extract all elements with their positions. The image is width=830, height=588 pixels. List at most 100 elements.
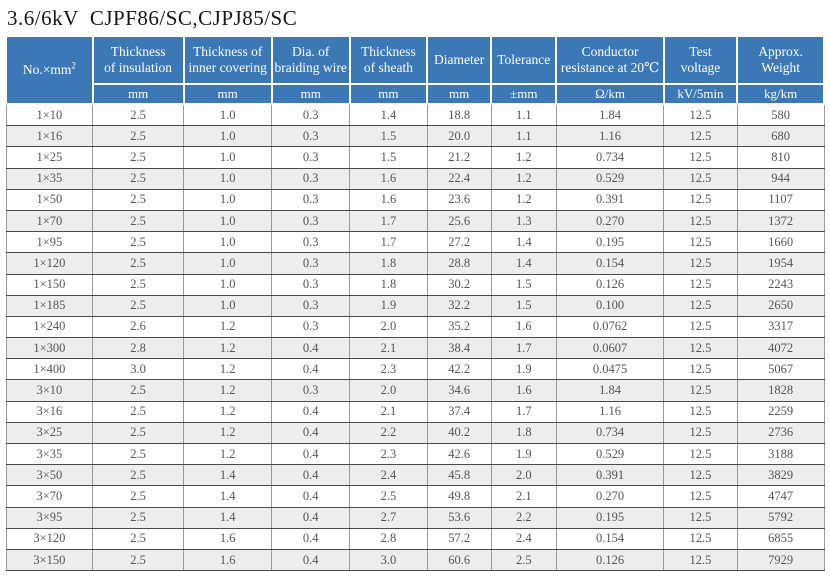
value-cell: 2.5 [349,485,428,508]
row-label-cell: 1×95 [5,231,94,254]
table-row: 3×120 2.5 1.6 0.4 2.8 57.2 2.4 0.154 12.5 6855 [5,527,825,550]
value-cell: 1.4 [490,231,557,254]
column-header-approx-weight: Approx. Weight [736,35,825,85]
table-row: 1×25 2.5 1.0 0.3 1.5 21.2 1.2 0.734 12.5 810 [5,146,825,169]
value-cell: 0.391 [555,464,665,487]
table-row: 3×35 2.5 1.2 0.4 2.3 42.6 1.9 0.529 12.5 3188 [5,442,825,466]
value-cell: 49.8 [426,485,492,508]
table-row: 1×35 2.5 1.0 0.3 1.6 22.4 1.2 0.529 12.5 944 [5,167,825,190]
value-cell: 2.5 [92,188,184,211]
value-cell: 57.2 [426,527,492,550]
value-cell: 12.5 [663,125,738,148]
value-cell: 5067 [736,358,825,381]
table-row: 3×150 2.5 1.6 0.4 3.0 60.6 2.5 0.126 12.5 7929 [5,548,825,572]
value-cell: 2.0 [349,379,428,402]
value-cell: 0.4 [271,400,351,423]
value-cell: 1.6 [182,527,273,550]
row-label-cell: 1×300 [5,337,94,360]
value-cell: 2.5 [92,506,184,529]
value-cell: 42.2 [426,358,492,381]
value-cell: 2.5 [92,485,184,508]
value-cell: 1.1 [490,103,557,127]
value-cell: 1.5 [490,273,557,296]
value-cell: 680 [736,125,825,148]
value-cell: 1107 [736,188,825,211]
row-label-cell: 3×10 [5,379,94,402]
table-row: 3×10 2.5 1.2 0.3 2.0 34.6 1.6 1.84 12.5 1828 [5,379,825,402]
value-cell: 12.5 [663,548,738,572]
value-cell: 38.4 [426,337,492,360]
value-cell: 1.2 [182,442,273,466]
row-label-cell: 1×185 [5,294,94,317]
value-cell: 1.2 [182,315,273,339]
value-cell: 2.0 [490,464,557,487]
unit-insulation: mm [91,83,185,105]
value-cell: 1.9 [490,358,557,381]
table-row: 1×240 2.6 1.2 0.3 2.0 35.2 1.6 0.0762 12.5 3317 [5,315,825,339]
value-cell: 0.4 [271,421,351,445]
value-cell: 2.5 [92,400,184,423]
value-cell: 0.0607 [555,337,665,360]
value-cell: 1.4 [182,506,273,529]
value-cell: 12.5 [663,188,738,211]
value-cell: 25.6 [426,209,492,233]
value-cell: 2.8 [92,337,184,360]
column-header-sheath: Thickness of sheath [348,35,429,85]
unit-conductor-resistance: Ω/km [555,83,665,105]
value-cell: 20.0 [426,125,492,148]
row-label-cell: 1×16 [5,125,94,148]
value-cell: 1.5 [349,146,428,169]
value-cell: 3.0 [349,548,428,572]
table-row: 1×120 2.5 1.0 0.3 1.8 28.8 1.4 0.154 12.5 1954 [5,252,825,275]
value-cell: 3829 [736,464,825,487]
value-cell: 42.6 [426,442,492,466]
value-cell: 0.391 [555,188,665,211]
value-cell: 1.1 [490,125,557,148]
column-header-conductor-resistance: Conductor resistance at 20℃ [555,35,665,85]
value-cell: 35.2 [426,315,492,339]
value-cell: 1.6 [490,315,557,339]
value-cell: 1.5 [490,294,557,317]
value-cell: 1.0 [182,294,273,317]
value-cell: 1.2 [490,146,557,169]
value-cell: 2.5 [92,103,184,127]
value-cell: 1.2 [490,188,557,211]
value-cell: 0.126 [555,273,665,296]
table-row: 3×70 2.5 1.4 0.4 2.5 49.8 2.1 0.270 12.5 4747 [5,485,825,508]
value-cell: 0.734 [555,146,665,169]
value-cell: 2.5 [92,125,184,148]
value-cell: 0.0762 [555,315,665,339]
value-cell: 580 [736,103,825,127]
row-label-cell: 3×120 [5,527,94,550]
value-cell: 2243 [736,273,825,296]
value-cell: 0.4 [271,442,351,466]
value-cell: 12.5 [663,146,738,169]
page-title: 3.6/6kV CJPF86/SC,CJPJ85/SC [7,6,298,30]
table-row: 3×95 2.5 1.4 0.4 2.7 53.6 2.2 0.195 12.5 5792 [5,506,825,529]
row-label-cell: 1×240 [5,315,94,339]
unit-inner-covering: mm [182,83,273,105]
value-cell: 12.5 [663,209,738,233]
value-cell: 2736 [736,421,825,445]
value-cell: 2.1 [349,400,428,423]
value-cell: 1.0 [182,167,273,190]
value-cell: 27.2 [426,231,492,254]
unit-test-voltage: kV/5min [662,83,739,105]
value-cell: 1.6 [490,379,557,402]
value-cell: 2.6 [92,315,184,339]
value-cell: 1.7 [490,400,557,423]
value-cell: 12.5 [663,506,738,529]
value-cell: 0.195 [555,506,665,529]
table-row: 1×95 2.5 1.0 0.3 1.7 27.2 1.4 0.195 12.5 1660 [5,231,825,254]
value-cell: 5792 [736,506,825,529]
row-label-cell: 1×25 [5,146,94,169]
value-cell: 60.6 [426,548,492,572]
value-cell: 7929 [736,548,825,572]
value-cell: 1.0 [182,125,273,148]
value-cell: 22.4 [426,167,492,190]
value-cell: 2.2 [349,421,428,445]
table-row: 3×50 2.5 1.4 0.4 2.4 45.8 2.0 0.391 12.5 3829 [5,464,825,487]
value-cell: 2.5 [92,209,184,233]
table-header: No.×mm2 Thickness of insulation Thickness… [5,35,825,105]
row-label-cell: 1×10 [5,103,94,127]
